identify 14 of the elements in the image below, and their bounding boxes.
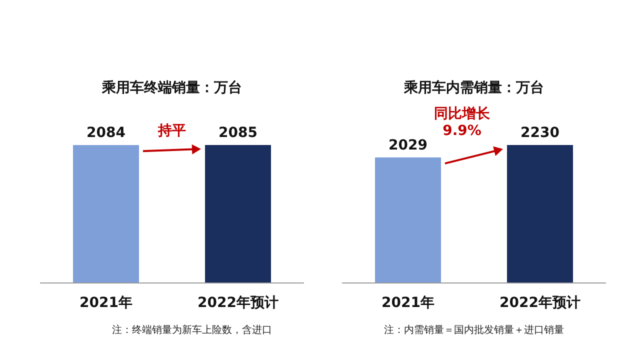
data-label: 2029 <box>388 137 428 154</box>
text: 同比增长 9.9% <box>434 106 491 139</box>
chart-title: 乘用车终端销量：万台 <box>101 79 242 96</box>
text: 持平 <box>157 123 186 139</box>
x-tick-label: 2021年 <box>382 294 434 311</box>
text: 注：终端销量为新车上险数，含进口 <box>112 324 272 336</box>
chart-title: 乘用车内需销量：万台 <box>403 79 544 96</box>
data-label: 2084 <box>86 125 126 142</box>
data-label: 2230 <box>520 125 560 141</box>
x-tick-label: 2022年预计 <box>500 294 580 311</box>
x-tick-label: 2022年预计 <box>198 294 278 311</box>
x-tick-label: 2021年 <box>80 294 132 311</box>
text: 注：内需销量＝国内批发销量＋进口销量 <box>384 324 564 336</box>
data-label: 2085 <box>218 125 258 141</box>
